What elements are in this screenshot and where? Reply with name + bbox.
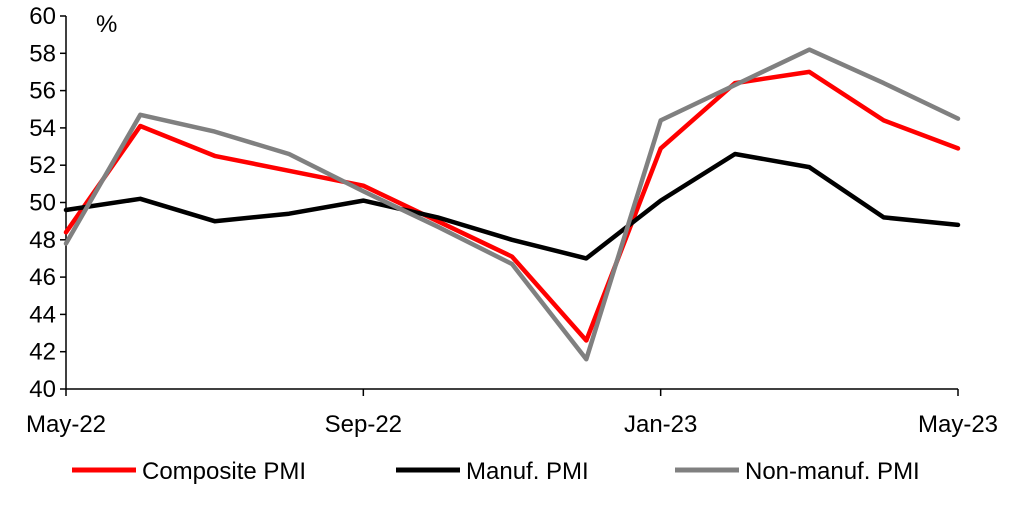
axes: 40 42 44 46 48 50 52 54 56 58 60 May-22 Sep-22 Jan-23…	[26, 3, 998, 438]
y-tick-label: 40	[29, 376, 56, 403]
y-tick-label: 52	[29, 152, 56, 179]
y-tick-label: 50	[29, 190, 56, 217]
y-tick-label: 46	[29, 264, 56, 291]
legend: Composite PMI Manuf. PMI Non-manuf. PMI	[72, 458, 920, 485]
x-tick-label: May-23	[918, 411, 998, 438]
legend-label-2: Manuf. PMI	[466, 458, 589, 485]
y-tick-label: 56	[29, 78, 56, 105]
series-line-2	[63, 151, 961, 261]
y-tick-label: 42	[29, 339, 56, 366]
series-line-1	[63, 69, 961, 343]
y-unit-label: %	[96, 11, 117, 38]
x-tick-label: Jan-23	[624, 411, 697, 438]
x-tick-label: May-22	[26, 411, 106, 438]
series-lines	[63, 47, 961, 362]
y-tick-label: 44	[29, 301, 56, 328]
y-tick-label: 60	[29, 3, 56, 30]
y-tick-label: 54	[29, 115, 56, 142]
legend-label-1: Composite PMI	[142, 458, 306, 485]
y-tick-label: 48	[29, 227, 56, 254]
series-line-3	[63, 47, 961, 362]
x-tick-label: Sep-22	[325, 411, 402, 438]
y-tick-label: 58	[29, 40, 56, 67]
legend-label-3: Non-manuf. PMI	[745, 458, 920, 485]
